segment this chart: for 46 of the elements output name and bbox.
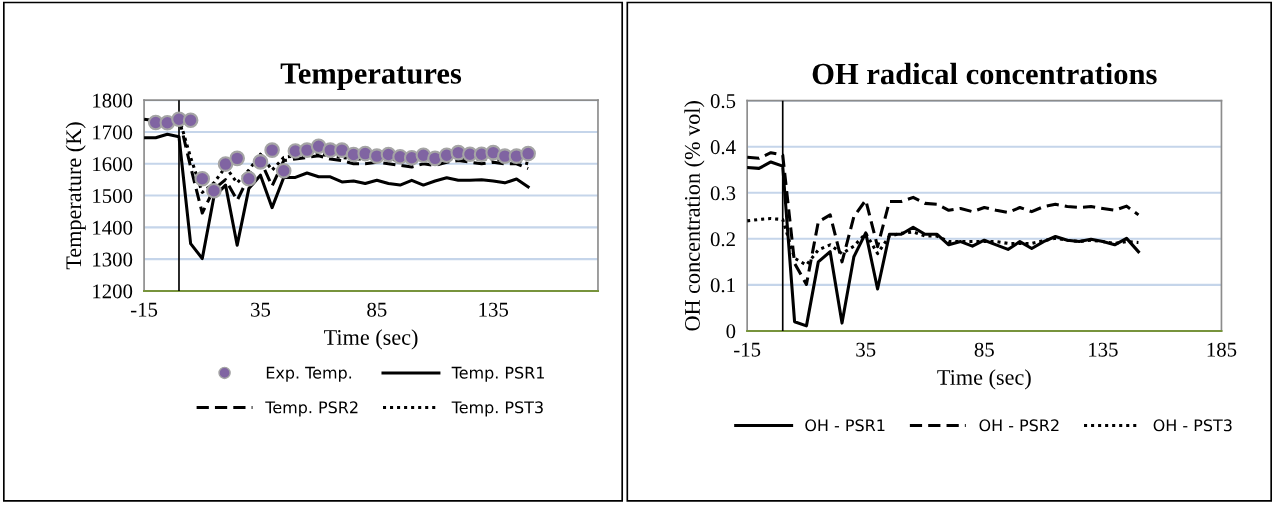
point xyxy=(182,112,199,129)
point xyxy=(194,170,211,187)
y-tick-label: 0.1 xyxy=(710,278,735,293)
point xyxy=(229,150,245,167)
point xyxy=(264,142,280,158)
x-tick-label: 35 xyxy=(251,302,271,317)
y-axis-title: Temperature (K) xyxy=(65,122,86,270)
legend-label: OH - PSR2 xyxy=(979,419,1059,432)
x-axis-title: Time (sec) xyxy=(937,369,1031,390)
y-tick-label: 0.5 xyxy=(710,94,736,109)
point xyxy=(520,145,536,162)
y-tick-label: 0.2 xyxy=(710,232,735,247)
x-tick-label: 85 xyxy=(974,342,994,357)
point xyxy=(334,142,350,158)
x-tick-label: -15 xyxy=(130,302,158,317)
x-tick-label: 185 xyxy=(1207,342,1237,357)
chart-title: Temperatures xyxy=(280,63,462,91)
legend-label: OH - PSR1 xyxy=(805,419,885,432)
point xyxy=(217,156,234,172)
legend-label: Temp. PSR2 xyxy=(265,401,358,417)
point xyxy=(206,182,222,199)
legend-label: Exp. Temp. xyxy=(266,366,352,382)
y-tick-label: 1500 xyxy=(93,188,133,203)
y-tick-label: 1300 xyxy=(93,252,133,267)
y-tick-label: 1200 xyxy=(93,284,133,299)
x-tick-label: 135 xyxy=(479,302,509,317)
y-tick-label: 1400 xyxy=(93,220,133,235)
y-tick-label: 1800 xyxy=(93,93,133,108)
legend-label: Temp. PST3 xyxy=(451,401,543,417)
y-tick-label: 1600 xyxy=(93,157,133,172)
x-tick-label: 135 xyxy=(1089,342,1118,357)
y-tick-label: 0 xyxy=(726,324,736,339)
point xyxy=(241,170,257,187)
y-tick-label: 0.4 xyxy=(710,140,736,155)
point xyxy=(252,154,269,170)
point xyxy=(275,162,292,179)
chart-title: OH radical concentrations xyxy=(812,62,1157,85)
legend-label: OH - PST3 xyxy=(1153,419,1232,432)
x-axis-title: Time (sec) xyxy=(324,329,418,350)
x-tick-label: -15 xyxy=(734,342,761,357)
y-axis-title: OH concentration (% vol) xyxy=(684,101,705,331)
y-tick-label: 0.3 xyxy=(710,186,736,201)
x-tick-label: 35 xyxy=(856,342,876,357)
y-tick-label: 1700 xyxy=(93,125,133,140)
x-tick-label: 85 xyxy=(367,302,387,317)
legend-label: Temp. PSR1 xyxy=(451,366,544,382)
